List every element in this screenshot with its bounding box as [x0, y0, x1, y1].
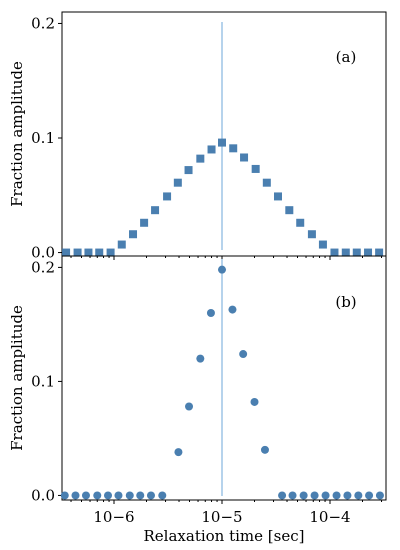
panel-b-data-point [239, 350, 248, 359]
panel-a-data-point [296, 218, 305, 227]
panel-b-data-point [174, 448, 183, 457]
panel-b-data-point [196, 354, 205, 363]
panel-b-data-point [136, 491, 145, 500]
panel-a-data-point [352, 248, 361, 257]
panel-b-points [60, 265, 384, 500]
panel-b-data-point [125, 491, 134, 500]
panel-b-data-point [60, 491, 69, 500]
panel-b-data-point [299, 491, 308, 500]
panel-a-data-point [318, 240, 327, 249]
panel-b: 0.0 0.1 0.2 10−6 10−5 10−4 (b) Fraction ampli… [8, 255, 387, 545]
panel-a-data-point [106, 248, 115, 257]
panel-a-data-point [274, 192, 282, 201]
panel-b-data-point [288, 491, 297, 500]
panel-b-ticks: 0.0 0.1 0.2 10−6 10−5 10−4 [31, 258, 383, 526]
x-axis-title: Relaxation time [sec] [144, 527, 305, 545]
panel-a-data-point [262, 178, 271, 187]
panel-a-data-point [129, 230, 138, 239]
panel-b-data-point [365, 491, 374, 500]
panel-a-data-point [163, 192, 172, 201]
panel-b-data-point [354, 491, 363, 500]
panel-b-data-point [218, 265, 227, 274]
panel-b-data-point [375, 491, 384, 500]
panel-a-xticks [70, 256, 383, 260]
panel-a-data-point [140, 218, 149, 227]
panel-a-data-point [173, 178, 182, 187]
panel-b-frame [61, 255, 387, 501]
panel-b-ylabel: Fraction amplitude [8, 305, 26, 451]
panel-a-ytick-label: 0.1 [31, 129, 55, 147]
panel-a-data-point [240, 153, 249, 162]
panel-b-ytick-label: 0.0 [31, 486, 55, 504]
panel-a: 0.0 0.1 0.2 (a) Fraction amplitude [8, 11, 387, 262]
panel-a-data-point [207, 145, 216, 154]
panel-a-ylabel: Fraction amplitude [8, 61, 26, 207]
panel-b-data-point [228, 305, 237, 314]
panel-a-data-point [84, 248, 93, 257]
panel-b-data-point [185, 402, 194, 411]
panel-b-ytick-label: 0.2 [31, 258, 55, 276]
panel-a-data-point [251, 164, 260, 173]
panel-a-ytick-label: 0.2 [31, 14, 55, 32]
panel-a-label: (a) [336, 48, 357, 66]
panel-b-xtick-label: 10−6 [93, 508, 134, 526]
panel-b-data-point [310, 491, 319, 500]
panel-a-data-point [184, 166, 193, 175]
panel-a-ytick-label: 0.0 [31, 244, 55, 262]
panel-b-data-point [104, 491, 113, 500]
panel-b-data-point [278, 491, 287, 500]
panel-b-data-point [158, 491, 167, 500]
panel-b-data-point [250, 397, 259, 406]
panel-a-data-point [229, 144, 238, 153]
panel-a-data-point [375, 248, 384, 257]
panel-b-data-point [206, 309, 215, 318]
panel-a-points [62, 138, 384, 257]
panel-a-data-point [95, 248, 104, 257]
panel-a-data-point [151, 206, 160, 215]
panel-b-data-point [260, 445, 269, 454]
panel-a-data-point [341, 248, 350, 257]
panel-a-data-point [196, 154, 205, 163]
panel-a-ticks: 0.0 0.1 0.2 [31, 14, 383, 262]
panel-b-xtick-label: 10−5 [201, 508, 242, 526]
panel-b-data-point [93, 491, 102, 500]
panel-a-data-point [117, 240, 126, 249]
panel-b-data-point [332, 491, 341, 500]
panel-a-data-point [364, 248, 373, 257]
panel-b-data-point [321, 491, 330, 500]
panel-b-xtick-label: 10−4 [309, 508, 350, 526]
panel-b-data-point [343, 491, 352, 500]
panel-b-data-point [146, 491, 155, 500]
panel-a-data-point [307, 230, 316, 239]
panel-b-data-point [71, 491, 80, 500]
panel-b-ytick-label: 0.1 [31, 372, 55, 390]
panel-a-data-point [62, 248, 71, 257]
panel-a-data-point [73, 248, 82, 257]
panel-b-data-point [81, 491, 90, 500]
panel-b-data-point [114, 491, 123, 500]
panel-b-label: (b) [335, 293, 356, 311]
panel-b-xticks [70, 500, 383, 504]
panel-a-data-point [285, 206, 294, 215]
panel-a-data-point [218, 138, 227, 147]
panel-a-data-point [330, 248, 339, 257]
